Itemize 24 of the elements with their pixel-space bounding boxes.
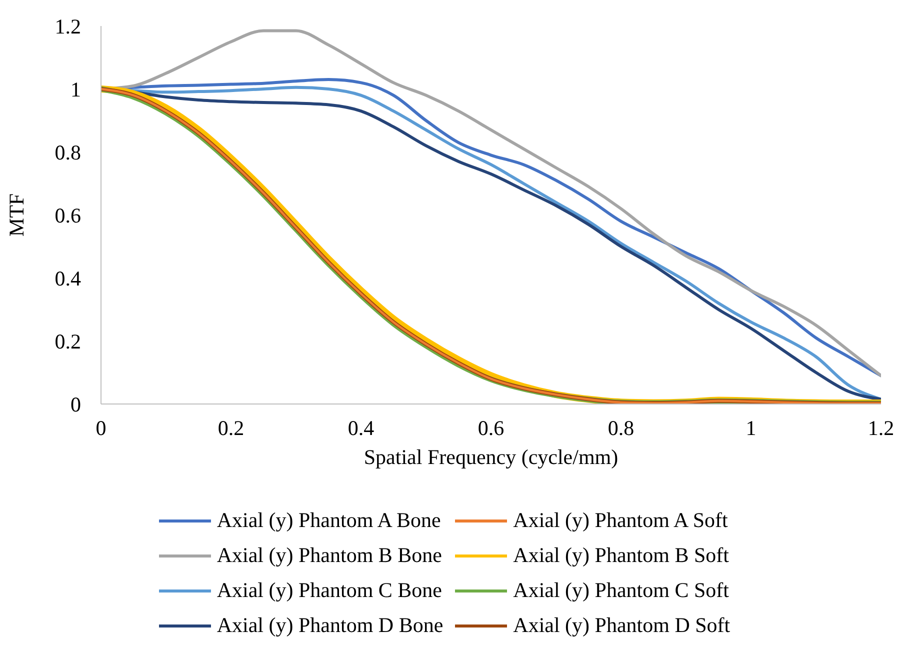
y-tick-label: 0.8 xyxy=(54,140,81,164)
y-axis-title: MTF xyxy=(4,193,28,237)
y-tick-label: 0.2 xyxy=(54,329,81,354)
x-tick-label: 0.4 xyxy=(348,416,375,440)
legend-label: Axial (y) Phantom B Bone xyxy=(216,543,442,568)
legend-label: Axial (y) Phantom D Soft xyxy=(513,613,730,638)
x-tick-label: 0 xyxy=(96,416,106,440)
y-tick-label: 1 xyxy=(70,77,81,102)
legend-label: Axial (y) Phantom D Bone xyxy=(216,613,444,638)
x-tick-label: 0.6 xyxy=(478,416,504,440)
x-tick-label: 0.8 xyxy=(608,416,634,440)
legend-label: Axial (y) Phantom A Soft xyxy=(513,508,728,533)
x-tick-label: 1 xyxy=(746,416,756,440)
legend-label: Axial (y) Phantom A Bone xyxy=(216,508,441,533)
legend-label: Axial (y) Phantom C Soft xyxy=(513,578,729,603)
x-axis-title: Spatial Frequency (cycle/mm) xyxy=(364,445,618,469)
y-tick-label: 0.6 xyxy=(54,203,81,228)
x-tick-label: 0.2 xyxy=(218,416,244,440)
legend-label: Axial (y) Phantom C Bone xyxy=(216,578,442,603)
y-tick-label: 1.2 xyxy=(54,14,81,38)
x-tick-label: 1.2 xyxy=(868,416,894,440)
y-tick-label: 0.4 xyxy=(54,266,82,290)
legend-label: Axial (y) Phantom B Soft xyxy=(513,543,729,568)
y-tick-label: 0 xyxy=(70,392,81,416)
